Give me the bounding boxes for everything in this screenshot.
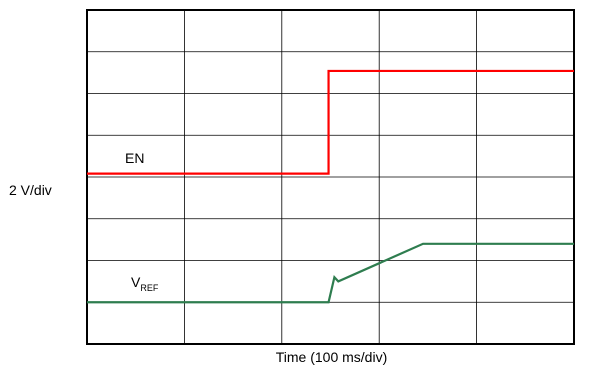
vref-trace-label: VREF: [131, 274, 159, 293]
vref-label-main: V: [131, 274, 141, 290]
vref-trace: [87, 242, 574, 304]
y-axis-label: 2 V/div: [9, 182, 52, 198]
en-trace: [87, 69, 574, 175]
traces: [87, 69, 574, 304]
en-trace-label: EN: [125, 150, 144, 166]
x-axis-label: Time (100 ms/div): [276, 349, 388, 365]
plot-frame: [86, 9, 575, 345]
vref-label-subscript: REF: [140, 283, 159, 293]
